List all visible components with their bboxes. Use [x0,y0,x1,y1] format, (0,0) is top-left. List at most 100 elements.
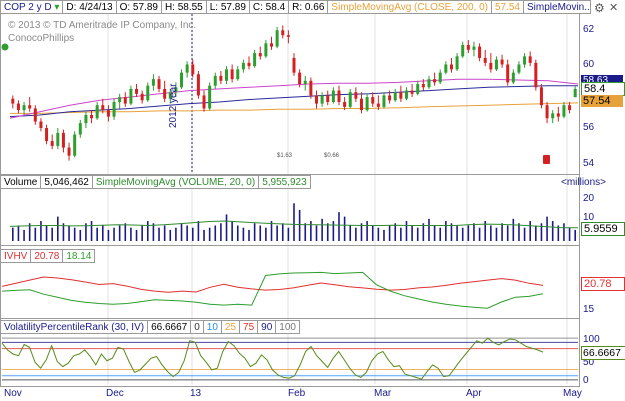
year-marker: 2012 year [168,83,179,128]
candle-body [433,79,437,83]
volume-units: <millions> [561,177,607,188]
hv-value: 18.14 [63,249,96,263]
x-label-mar: Mar [374,388,392,399]
candle-body [489,62,493,70]
candle-body [320,95,324,104]
expand-chevron-icon[interactable]: ▾ [54,2,60,13]
sma50-line [9,78,579,119]
candle-body [202,95,206,109]
vpr-tick-100: 100 [583,334,600,345]
range-readout: R: 0.66 [289,0,329,14]
x-label-apr: Apr [466,388,482,399]
volume-sma-line [9,220,579,229]
candle-body [573,88,577,98]
high-readout: H: 58.55 [161,0,207,14]
candle-body [180,72,184,88]
vpr-level-10: 10 [203,320,222,334]
hidden-price-tag: 58.63 [581,75,623,86]
candle-body [270,43,274,47]
candle-body [73,134,77,156]
candle-body [191,64,195,75]
low-readout: L: 57.89 [206,0,250,14]
candle-body [11,98,15,104]
candle-body [39,121,43,129]
panel-border-3 [0,318,580,387]
volume-panel[interactable] [9,203,579,241]
x-label-may: May [563,388,582,399]
volume-sma-legend[interactable]: SimpleMovingAvg (VOLUME, 20, 0) [92,175,260,189]
candle-body [241,62,245,70]
candle-body [286,35,290,37]
sma100-line [9,85,578,118]
vpr-last-tag: 66.6667 [581,346,625,360]
candle-body [337,90,341,102]
candle-body [478,46,482,58]
close-panel-icon[interactable]: ✕ [609,2,619,14]
candle-body [472,46,476,50]
candle-body [534,62,538,88]
price-panel[interactable] [1,25,579,164]
candle-body [168,92,172,99]
price-legend: COP 2 y D ▾ D: 4/24/13 O: 57.89 H: 58.55… [0,0,591,14]
x-label-dec: Dec [106,388,124,399]
sma200-price-tag: 57.54 [581,95,623,107]
candle-body [258,53,262,57]
iv-value: 20.78 [31,249,64,263]
candle-body [123,97,127,104]
sma200-legend[interactable]: SimpleMovingAvg (CLOSE, 200, 0) [328,0,492,14]
dividend-marker-2[interactable]: $0.66 [324,153,339,159]
volume-tick-20: 20 [583,193,595,204]
dividend-amount-1: $1.63 [277,153,293,159]
open-readout: O: 57.89 [116,0,162,14]
candle-body [157,79,161,89]
candle-body [95,105,99,119]
candle-body [506,64,510,83]
candle-body [556,113,560,117]
price-tick-54: 54 [583,158,595,169]
candle-body [399,92,403,99]
ivhv-label[interactable]: IVHV [0,249,32,263]
candle-body [309,80,313,96]
close-readout: C: 58.4 [249,0,290,14]
last-price-tag: 58.4 [581,82,625,96]
sma200-value: 57.54 [491,0,524,14]
candle-body [511,72,515,83]
ivhv-last-tag: 20.78 [581,277,625,291]
candle-body [28,105,32,109]
candle-body [326,95,330,102]
candle-body [568,105,572,111]
candle-body [196,74,200,96]
vpr-level-100: 100 [276,320,300,334]
vpr-tick-50: 50 [583,357,595,368]
copyright-watermark: © 2013 © TD Ameritrade IP Company, Inc. [8,20,197,31]
vpr-panel[interactable] [1,337,578,381]
candle-body [416,84,420,94]
volume-legend: Volume 5,046,462 SimpleMovingAvg (VOLUME… [0,175,311,189]
candle-body [421,84,425,88]
vpr-label[interactable]: VolatilityPercentileRank (30, IV) [0,320,149,334]
candle-body [551,113,555,119]
company-watermark: ConocoPhillips [8,33,75,44]
volume-sma-value: 5,955,923 [259,175,311,189]
candle-body [303,80,307,85]
settings-gear-icon[interactable]: ⚙ [594,1,605,15]
panel-frames [0,0,580,387]
candle-body [264,43,268,57]
sma-legend-truncated[interactable]: SimpleMovin... [524,0,591,14]
candle-body [275,30,279,47]
vpr-level-25: 25 [221,320,241,334]
candle-body [517,64,521,73]
volume-label[interactable]: Volume [0,175,42,189]
candle-body [163,88,167,99]
symbol-text: COP 2 y D [4,2,52,13]
dividend-marker-1[interactable]: $1.63 [277,153,292,159]
symbol-period[interactable]: COP 2 y D ▾ [0,0,64,14]
candle-body [455,56,459,70]
ivhv-panel[interactable] [1,271,544,309]
candle-body [438,72,442,83]
volume-tick-10: 10 [583,212,595,223]
candle-body [22,105,26,111]
candle-body [393,92,397,101]
candle-body [247,62,251,67]
candle-body [84,114,88,124]
